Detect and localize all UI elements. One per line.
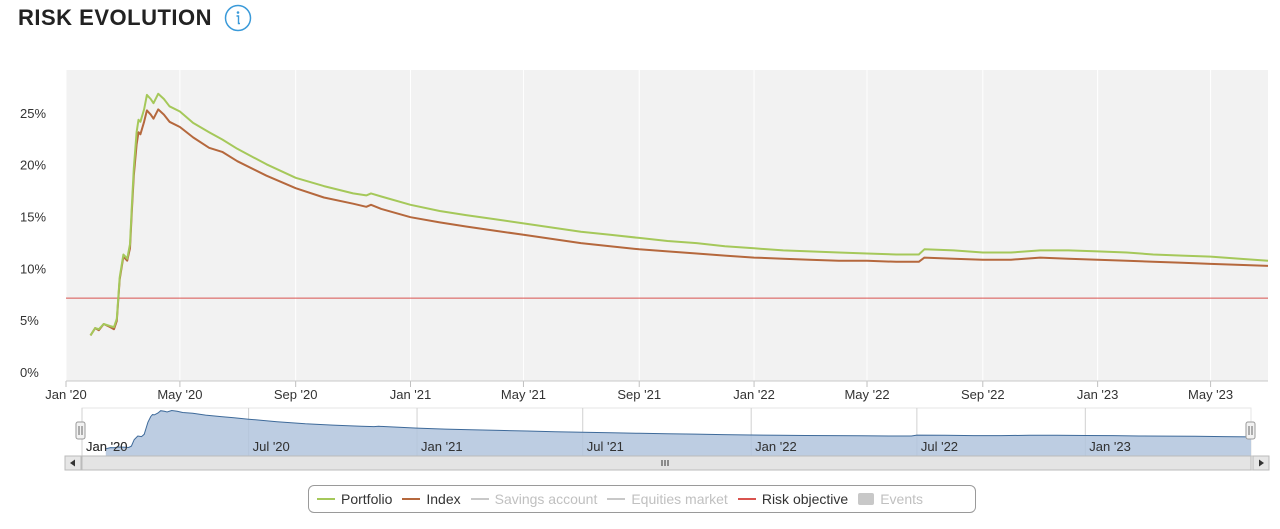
series-line-portfolio <box>89 92 1269 336</box>
x-tick-label: Jan '22 <box>733 387 775 402</box>
navigator-tick-label-overlay: Jan '22 <box>755 439 797 454</box>
legend-label: Savings account <box>494 491 598 507</box>
arrow-right-icon <box>1259 459 1264 467</box>
legend-swatch <box>607 498 626 500</box>
scrollbar-thumb[interactable] <box>81 455 1252 471</box>
legend-swatch <box>737 498 756 500</box>
y-tick-label: 5% <box>20 313 39 328</box>
navigator-tick-label-overlay: Jan '23 <box>1089 439 1131 454</box>
page-title: RISK EVOLUTION <box>18 5 213 30</box>
x-tick-label: Jan '21 <box>390 387 432 402</box>
legend-label: Events <box>880 491 924 507</box>
x-tick-label: May '22 <box>844 387 889 402</box>
x-tick-label: May '20 <box>157 387 202 402</box>
navigator-tick-label-overlay: Jul '20 <box>253 439 290 454</box>
navigator-series-line <box>105 409 1252 450</box>
chart-legend: Portfolio Index Savings account Equities ma… <box>308 485 976 513</box>
handle-body[interactable] <box>1245 421 1256 440</box>
x-tick-label: May '21 <box>501 387 546 402</box>
legend-swatch <box>402 498 421 500</box>
x-tick-label: May '23 <box>1188 387 1233 402</box>
y-tick-label: 20% <box>20 158 46 173</box>
navigator-tick-label-overlay: Jan '21 <box>421 439 463 454</box>
legend-item-equities-market[interactable]: Equities market <box>607 491 728 507</box>
legend-swatch <box>317 498 335 500</box>
navigator-series-area <box>105 410 1251 456</box>
y-tick-label: 0% <box>20 365 39 380</box>
y-tick-label: 10% <box>20 261 46 276</box>
legend-item-savings-account[interactable]: Savings account <box>470 491 598 507</box>
handle-body[interactable] <box>75 421 86 440</box>
legend-swatch <box>858 493 875 505</box>
y-tick-label: 15% <box>20 210 46 225</box>
plot-area <box>66 70 1268 381</box>
x-tick-label: Sep '22 <box>961 387 1005 402</box>
navigator-tick-label-overlay: Jul '22 <box>921 439 958 454</box>
legend-label: Equities market <box>631 491 728 507</box>
legend-item-portfolio[interactable]: Portfolio <box>317 491 392 507</box>
navigator-tick-label-overlay: Jul '21 <box>587 439 624 454</box>
navigator-tick-label-overlay: Jan '20 <box>86 439 128 454</box>
legend-swatch <box>470 498 489 500</box>
x-tick-label: Jan '20 <box>45 387 87 402</box>
navigator-left-handle[interactable] <box>75 421 86 440</box>
legend-item-events[interactable]: Events <box>858 491 923 507</box>
x-tick-label: Sep '20 <box>274 387 318 402</box>
navigator-right-handle[interactable] <box>1245 421 1256 440</box>
legend-label: Risk objective <box>761 491 849 507</box>
legend-item-index[interactable]: Index <box>402 491 461 507</box>
info-icon[interactable] <box>224 4 252 32</box>
risk-evolution-chart: Jan '20 May '20 Sep '20 Jan '21 May '21 Sep '… <box>20 70 1270 471</box>
arrow-left-icon <box>70 459 75 467</box>
legend-label: Index <box>426 491 461 507</box>
legend-label: Portfolio <box>341 491 393 507</box>
x-tick-label: Jan '23 <box>1077 387 1119 402</box>
x-tick-label: Sep '21 <box>617 387 661 402</box>
legend-item-risk-objective[interactable]: Risk objective <box>737 491 849 507</box>
y-tick-label: 25% <box>20 106 46 121</box>
